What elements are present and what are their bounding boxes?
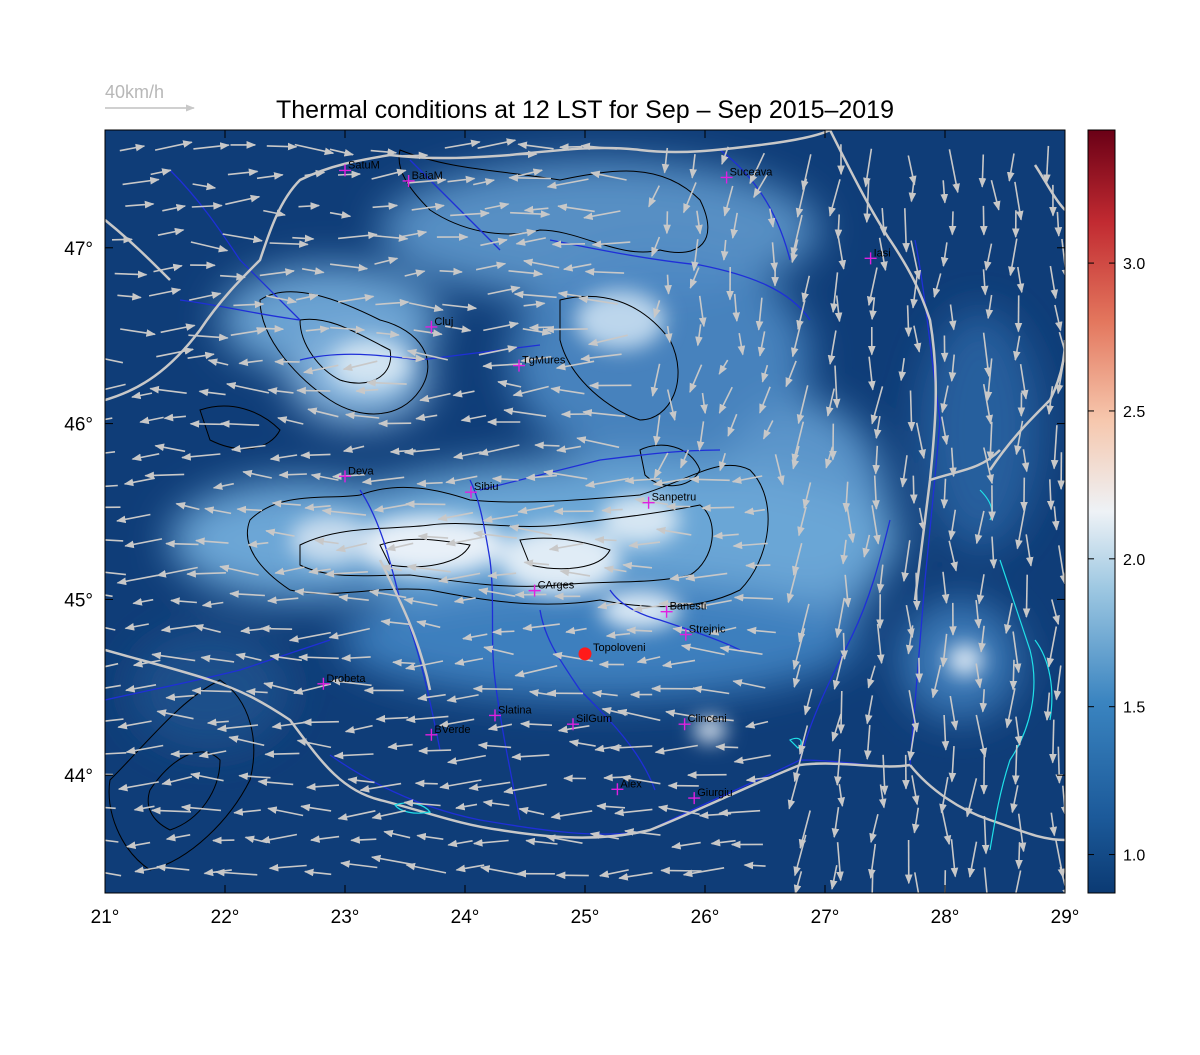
station-label: Drobeta — [326, 673, 366, 685]
station-label: BaiaM — [412, 170, 443, 182]
station-label: BVerde — [434, 724, 470, 736]
wind-arrow — [192, 691, 231, 692]
wind-arrow — [191, 424, 223, 425]
wind-arrow — [560, 147, 582, 148]
station-label: Banesti — [670, 601, 707, 613]
wind-legend-label: 40km/h — [105, 82, 164, 102]
wind-arrow — [690, 479, 729, 480]
x-tick-label: 29° — [1051, 907, 1080, 928]
x-tick-label: 22° — [211, 907, 240, 928]
station-label: Iasi — [874, 247, 891, 259]
station-label: Sibiu — [474, 481, 498, 493]
station-label: Slatina — [498, 704, 533, 716]
wind-arrow — [338, 174, 360, 175]
y-tick-label: 45° — [64, 590, 93, 611]
wind-arrow — [1058, 747, 1059, 783]
colorbar-gradient — [1088, 130, 1115, 893]
station-label: Clinceni — [688, 713, 727, 725]
colorbar-tick-label: 1.5 — [1123, 700, 1145, 717]
wind-arrow — [301, 454, 330, 455]
station-label: Sanpetru — [652, 492, 697, 504]
highlight-station-marker — [579, 647, 592, 660]
colorbar-tick-label: 2.5 — [1123, 404, 1145, 421]
wind-arrow — [667, 211, 668, 233]
wind-arrow — [1026, 575, 1027, 617]
wind-arrow — [267, 146, 297, 147]
wind-arrow — [166, 544, 198, 545]
wind-arrow — [280, 474, 307, 475]
station-label: Cluj — [434, 316, 453, 328]
station-label: TgMures — [522, 355, 566, 367]
wind-arrow — [474, 689, 513, 690]
x-tick-label: 21° — [91, 907, 120, 928]
chart-title: Thermal conditions at 12 LST for Sep – S… — [276, 96, 894, 124]
wind-arrow — [261, 629, 292, 630]
wind-arrow — [509, 178, 551, 179]
wind-arrow — [1013, 660, 1014, 690]
x-tick-label: 26° — [691, 907, 720, 928]
wind-arrow — [530, 327, 554, 328]
wind-arrow — [702, 507, 734, 508]
wind-arrow — [716, 747, 738, 748]
station-label: Deva — [348, 465, 375, 477]
station-label: Giurgiu — [697, 787, 732, 799]
wind-arrow — [952, 211, 953, 234]
station-label: SilGum — [576, 713, 612, 725]
station-label: Alex — [620, 778, 642, 790]
wind-arrow — [416, 783, 438, 784]
wind-arrow — [872, 874, 873, 914]
wind-arrow — [115, 274, 147, 275]
station-label: SatuM — [348, 159, 380, 171]
station-label: CArges — [538, 580, 575, 592]
wind-arrow — [746, 565, 770, 566]
wind-arrow — [916, 573, 917, 610]
wind-arrow — [213, 840, 234, 841]
y-tick-label: 47° — [64, 239, 93, 260]
station-label: Strejnic — [689, 624, 726, 636]
wind-arrow — [1053, 720, 1054, 763]
wind-arrow — [351, 839, 376, 840]
map-plot-area: SatuM BaiaM Suceava Iasi Cluj TgMures Deva Sibi… — [79, 130, 1070, 914]
wind-arrow — [983, 206, 984, 235]
highlight-station-label: Topoloveni — [593, 642, 646, 654]
colorbar-tick-label: 1.0 — [1123, 848, 1145, 865]
wind-arrow — [403, 155, 428, 156]
y-tick-label: 46° — [64, 415, 93, 436]
wind-arrow — [553, 244, 585, 245]
wind-arrow — [745, 865, 766, 866]
wind-arrow — [913, 476, 914, 504]
station-label: Suceava — [730, 166, 774, 178]
wind-arrow — [661, 870, 701, 871]
colorbar-tick-label: 2.0 — [1123, 552, 1145, 569]
x-tick-label: 28° — [931, 907, 960, 928]
wind-arrow — [844, 633, 845, 659]
wind-arrow — [908, 305, 909, 336]
wind-arrow — [303, 722, 339, 723]
wind-arrow — [545, 329, 588, 330]
wind-arrow — [265, 753, 299, 754]
x-tick-label: 24° — [451, 907, 480, 928]
wind-arrow — [406, 504, 446, 505]
x-tick-label: 25° — [571, 907, 600, 928]
wind-arrow — [493, 631, 515, 632]
wind-arrow — [668, 275, 669, 294]
wind-arrow — [256, 328, 283, 329]
wind-arrow — [919, 658, 920, 682]
colorbar: 1.0 1.5 2.0 2.5 3.0 — [1088, 130, 1145, 893]
x-tick-label: 23° — [331, 907, 360, 928]
x-tick-label: 27° — [811, 907, 840, 928]
y-tick-label: 44° — [64, 766, 93, 787]
wind-arrow — [982, 155, 983, 187]
wind-arrow — [841, 691, 842, 733]
wind-arrow — [1019, 842, 1020, 868]
wind-arrow — [535, 445, 559, 446]
wind-arrow — [297, 390, 330, 391]
wind-arrow — [417, 483, 442, 484]
wind-arrow — [419, 750, 451, 751]
colorbar-tick-label: 3.0 — [1123, 256, 1145, 273]
